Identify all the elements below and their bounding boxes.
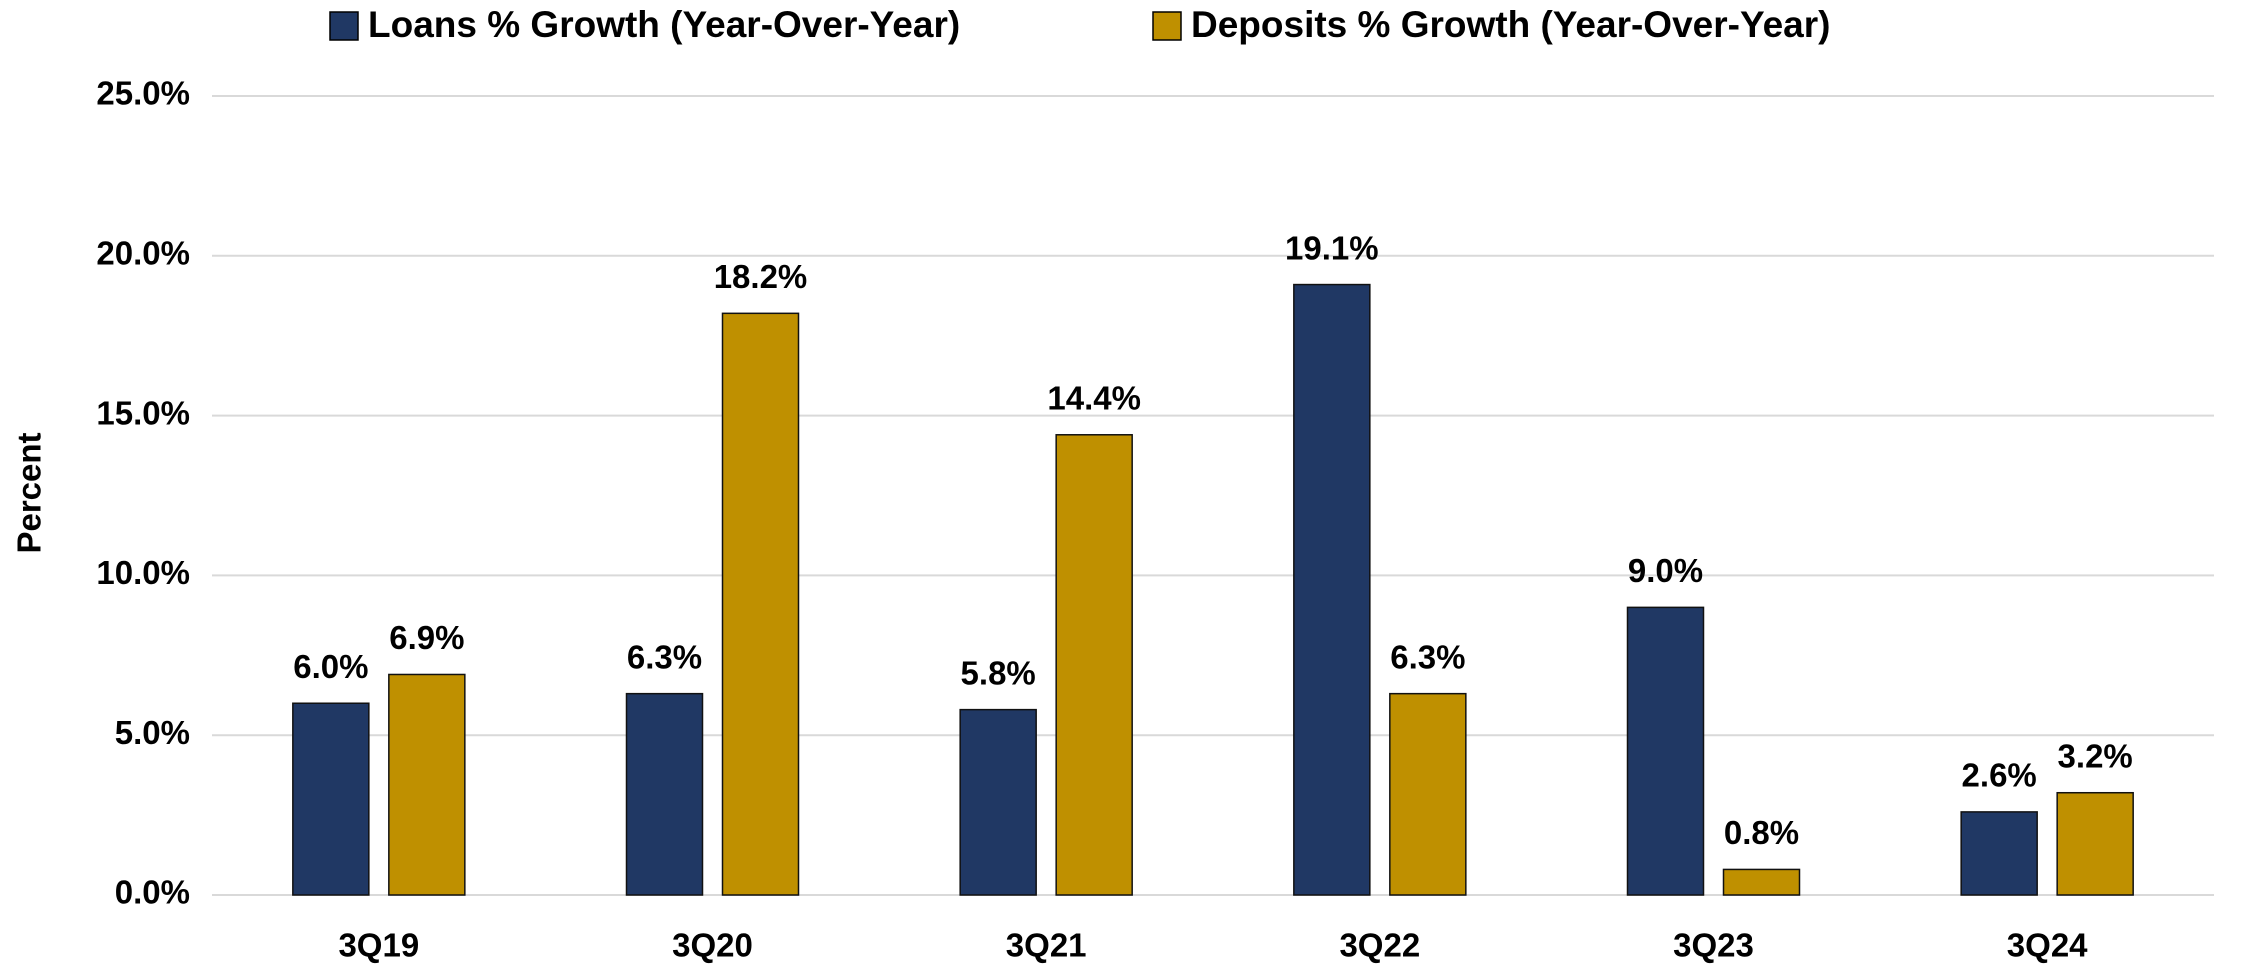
bar — [1960, 811, 2038, 896]
value-label: 3.2% — [2058, 737, 2133, 774]
x-tick-label: 3Q23 — [1673, 927, 1754, 964]
bar — [625, 692, 704, 896]
value-label: 6.3% — [1390, 638, 1465, 675]
value-label: 6.3% — [627, 638, 702, 675]
y-tick-label: 20.0% — [96, 235, 190, 272]
x-tick-label: 3Q24 — [2007, 927, 2088, 964]
value-label: 6.9% — [389, 619, 464, 656]
y-tick-label: 25.0% — [96, 75, 190, 112]
value-label: 2.6% — [1962, 757, 2037, 794]
y-axis-label: Percent — [11, 432, 48, 553]
bar — [292, 702, 370, 896]
y-tick-label: 0.0% — [115, 874, 190, 911]
value-label: 19.1% — [1285, 229, 1379, 266]
value-label: 14.4% — [1047, 379, 1141, 416]
bar — [959, 708, 1037, 896]
bar — [1722, 868, 1801, 896]
bar — [1293, 283, 1371, 896]
legend-label: Deposits % Growth (Year-Over-Year) — [1191, 4, 1830, 45]
bar — [388, 673, 466, 896]
value-label: 6.0% — [293, 648, 368, 685]
y-tick-label: 15.0% — [96, 394, 190, 431]
bar — [2056, 791, 2134, 896]
bar — [1626, 606, 1705, 896]
legend-label: Loans % Growth (Year-Over-Year) — [368, 4, 960, 45]
legend-swatch — [1152, 11, 1182, 41]
y-tick-label: 5.0% — [115, 714, 190, 751]
y-tick-label: 10.0% — [96, 554, 190, 591]
x-tick-label: 3Q19 — [338, 927, 419, 964]
value-label: 0.8% — [1724, 814, 1799, 851]
bar — [1389, 692, 1467, 896]
x-tick-label: 3Q21 — [1006, 927, 1087, 964]
value-label: 9.0% — [1628, 552, 1703, 589]
bar — [721, 312, 800, 896]
value-label: 18.2% — [714, 258, 808, 295]
x-tick-label: 3Q20 — [672, 927, 753, 964]
x-tick-label: 3Q22 — [1339, 927, 1420, 964]
bar — [1055, 434, 1133, 896]
value-label: 5.8% — [961, 654, 1036, 691]
legend-swatch — [329, 11, 359, 41]
